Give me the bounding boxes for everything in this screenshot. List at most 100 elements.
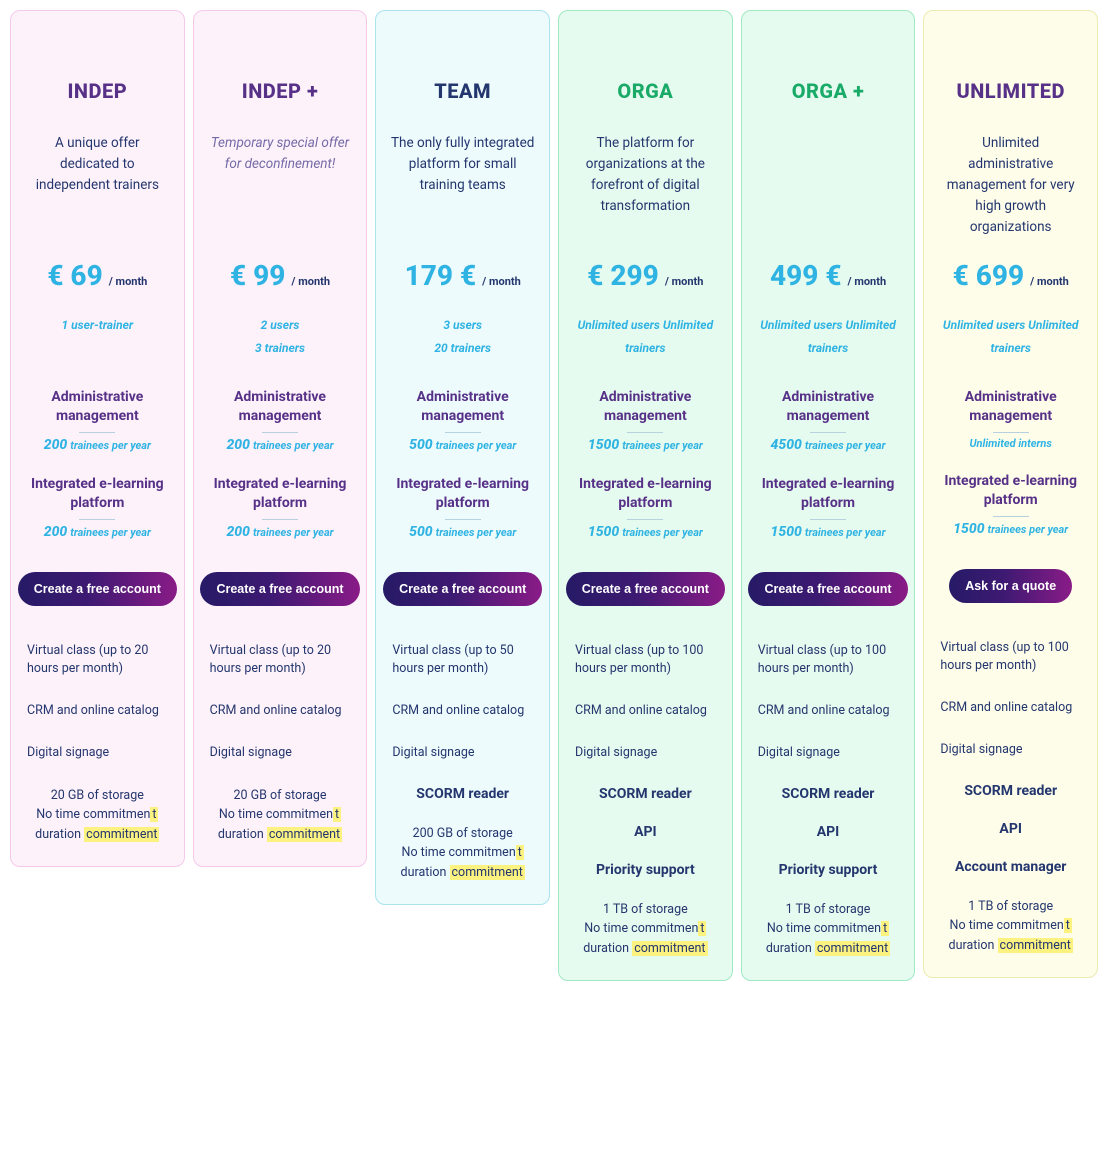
elearning-heading: Integrated e-learning platform (21, 475, 174, 513)
features-list: Virtual class (up to 50 hours per month)… (386, 642, 539, 883)
elearning-heading: Integrated e-learning platform (204, 475, 357, 513)
storage-block: 20 GB of storageNo time commitment durat… (210, 786, 351, 844)
features-list: Virtual class (up to 100 hours per month… (752, 642, 905, 959)
price-amount: € 699 (953, 259, 1025, 292)
feature-bold: SCORM reader (940, 783, 1081, 799)
feature-item: Virtual class (up to 20 hours per month) (210, 642, 351, 678)
price-row: 179 € / month (405, 259, 521, 292)
price-unit: / month (848, 275, 887, 288)
plan-card-indep: INDEPA unique offer dedicated to indepen… (10, 10, 185, 867)
plan-card-unlimited: UNLIMITEDUnlimited administrative manage… (923, 10, 1098, 978)
plan-description: The only fully integrated platform for s… (386, 133, 539, 253)
price-row: € 699 / month (953, 259, 1069, 292)
storage-block: 1 TB of storageNo time commitment durati… (940, 897, 1081, 955)
divider (810, 519, 846, 520)
feature-item: Virtual class (up to 100 hours per month… (940, 639, 1081, 675)
admin-heading: Administrative management (752, 388, 905, 426)
features-list: Virtual class (up to 20 hours per month)… (204, 642, 357, 845)
feature-item: Digital signage (758, 744, 899, 762)
price-unit: / month (291, 275, 330, 288)
admin-heading: Administrative management (934, 388, 1087, 426)
feature-item: Virtual class (up to 50 hours per month) (392, 642, 533, 678)
cta-button-orga-plus[interactable]: Create a free account (748, 572, 907, 606)
feature-item: CRM and online catalog (575, 702, 716, 720)
divider (627, 519, 663, 520)
price-amount: 499 € (770, 259, 842, 292)
price-amount: € 69 (47, 259, 102, 292)
feature-item: Virtual class (up to 20 hours per month) (27, 642, 168, 678)
feature-item: Digital signage (210, 744, 351, 762)
admin-sub: 200trainees per year (226, 437, 333, 453)
plan-title: ORGA (617, 79, 673, 103)
feature-item: Virtual class (up to 100 hours per month… (758, 642, 899, 678)
elearning-sub: 200trainees per year (226, 524, 333, 540)
divider (993, 432, 1029, 433)
price-sub: 1 user-trainer (62, 314, 134, 366)
divider (445, 519, 481, 520)
feature-item: Digital signage (940, 741, 1081, 759)
feature-bold: Account manager (940, 859, 1081, 875)
feature-item: CRM and online catalog (758, 702, 899, 720)
feature-item: Digital signage (575, 744, 716, 762)
storage-block: 20 GB of storageNo time commitment durat… (27, 786, 168, 844)
plan-description: Temporary special offer for deconfinemen… (204, 133, 357, 253)
feature-bold: Priority support (758, 862, 899, 878)
features-list: Virtual class (up to 20 hours per month)… (21, 642, 174, 845)
elearning-heading: Integrated e-learning platform (752, 475, 905, 513)
elearning-sub: 1500trainees per year (771, 524, 886, 540)
price-unit: / month (482, 275, 521, 288)
feature-bold: SCORM reader (575, 786, 716, 802)
plan-description: A unique offer dedicated to independent … (21, 133, 174, 253)
storage-block: 1 TB of storageNo time commitment durati… (758, 900, 899, 958)
admin-sub: Unlimited interns (970, 437, 1052, 450)
feature-item: CRM and online catalog (392, 702, 533, 720)
price-unit: / month (1030, 275, 1069, 288)
price-amount: € 299 (587, 259, 659, 292)
feature-item: Digital signage (392, 744, 533, 762)
plan-description (824, 133, 832, 253)
plan-card-orga-plus: ORGA + 499 € / month Unlimited users Unlimi… (741, 10, 916, 981)
elearning-heading: Integrated e-learning platform (386, 475, 539, 513)
elearning-heading: Integrated e-learning platform (934, 472, 1087, 510)
plan-title: TEAM (434, 79, 491, 103)
cta-button-indep-plus[interactable]: Create a free account (200, 572, 359, 606)
admin-heading: Administrative management (569, 388, 722, 426)
plan-description: The platform for organizations at the fo… (569, 133, 722, 253)
feature-item: CRM and online catalog (27, 702, 168, 720)
elearning-sub: 1500trainees per year (588, 524, 703, 540)
divider (993, 516, 1029, 517)
cta-button-indep[interactable]: Create a free account (18, 572, 177, 606)
price-amount: € 99 (230, 259, 285, 292)
price-sub: Unlimited users Unlimited trainers (569, 314, 722, 366)
plan-title: INDEP + (242, 79, 318, 103)
cta-button-team[interactable]: Create a free account (383, 572, 542, 606)
price-unit: / month (665, 275, 704, 288)
elearning-sub: 1500trainees per year (953, 521, 1068, 537)
elearning-sub: 500trainees per year (409, 524, 516, 540)
admin-sub: 4500trainees per year (771, 437, 886, 453)
divider (810, 432, 846, 433)
pricing-grid: INDEPA unique offer dedicated to indepen… (0, 0, 1108, 991)
storage-block: 1 TB of storageNo time commitment durati… (575, 900, 716, 958)
plan-card-team: TEAM The only fully integrated platform f… (375, 10, 550, 905)
plan-title: ORGA + (792, 79, 865, 103)
feature-bold: SCORM reader (758, 786, 899, 802)
features-list: Virtual class (up to 100 hours per month… (569, 642, 722, 959)
plan-card-indep-plus: INDEP + Temporary special offer for decon… (193, 10, 368, 867)
plan-card-orga: ORGA The platform for organizations at th… (558, 10, 733, 981)
feature-bold: API (758, 824, 899, 840)
price-sub: Unlimited users Unlimited trainers (752, 314, 905, 366)
admin-sub: 200trainees per year (44, 437, 151, 453)
feature-item: Digital signage (27, 744, 168, 762)
features-list: Virtual class (up to 100 hours per month… (934, 639, 1087, 956)
price-row: € 69/ month (47, 259, 147, 292)
cta-button-orga[interactable]: Create a free account (566, 572, 725, 606)
feature-item: CRM and online catalog (940, 699, 1081, 717)
price-amount: 179 € (405, 259, 477, 292)
feature-item: Virtual class (up to 100 hours per month… (575, 642, 716, 678)
divider (79, 432, 115, 433)
cta-button-unlimited[interactable]: Ask for a quote (949, 569, 1072, 603)
divider (262, 519, 298, 520)
feature-bold: API (575, 824, 716, 840)
divider (262, 432, 298, 433)
